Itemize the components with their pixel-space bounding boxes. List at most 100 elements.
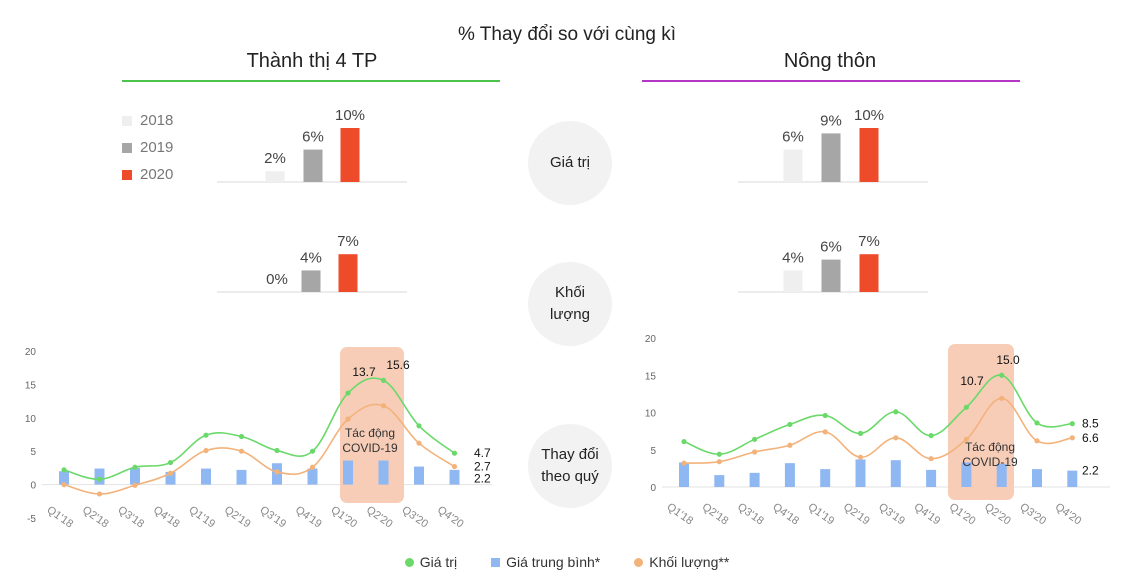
avg-price-bar-rural-6 xyxy=(890,460,901,487)
value-line-point-urban-1 xyxy=(96,476,103,482)
volume-line-point-urban-10 xyxy=(416,440,422,446)
peak-label-b-urban: 15.6 xyxy=(386,358,410,372)
avg-price-bar-urban-5 xyxy=(236,469,247,485)
xtick-rural-3: Q4'18 xyxy=(770,501,801,527)
ytick-urban-10: 10 xyxy=(25,414,37,425)
value-line-point-urban-3 xyxy=(167,459,174,466)
volume-line-point-urban-5 xyxy=(238,448,245,454)
covid-label-1-rural: Tác động xyxy=(965,440,1015,454)
end-label-value-urban: 4.7 xyxy=(474,446,491,460)
annual-bar-2-1 xyxy=(821,133,841,182)
volume-line-point-urban-6 xyxy=(274,469,280,475)
value-line-point-rural-2 xyxy=(752,436,758,442)
value-line-point-urban-8 xyxy=(345,390,351,396)
avg-price-bar-rural-3 xyxy=(784,463,795,487)
metric-label-quarterly-2: theo quý xyxy=(541,468,599,485)
volume-line-point-rural-7 xyxy=(928,456,934,462)
legend-swatch-2019 xyxy=(122,142,132,153)
value-line-point-urban-11 xyxy=(451,450,458,456)
xtick-urban-9: Q2'20 xyxy=(364,504,395,530)
avg-price-bar-rural-7 xyxy=(926,469,937,487)
metric-label-volume-1: Khối xyxy=(554,284,586,301)
avg-price-bar-rural-2 xyxy=(749,472,760,487)
legend-label-gia-trung-binh: Giá trung bình* xyxy=(506,554,601,570)
annual-bar-label-3-1: 6% xyxy=(820,239,842,256)
value-line-point-urban-6 xyxy=(274,447,280,454)
annual-bar-label-2-1: 9% xyxy=(820,112,842,129)
annual-bar-label-0-0: 2% xyxy=(264,150,286,167)
volume-line-point-rural-10 xyxy=(1034,438,1040,444)
xtick-urban-3: Q4'18 xyxy=(151,504,182,530)
value-line-point-rural-11 xyxy=(1069,421,1075,427)
ytick-urban-5: 5 xyxy=(30,447,36,458)
value-line-point-rural-3 xyxy=(787,421,793,428)
annual-bar-2-2 xyxy=(859,128,879,182)
annual-bar-label-0-1: 6% xyxy=(302,129,324,146)
main-title: % Thay đổi so với cùng kì xyxy=(457,24,677,45)
annual-bar-1-1 xyxy=(301,270,321,292)
legend-year-2020: 2020 xyxy=(122,166,173,183)
end-label-value-rural: 8.5 xyxy=(1082,417,1099,431)
avg-price-bar-rural-10 xyxy=(1032,469,1042,487)
annual-bar-3-2 xyxy=(859,254,879,292)
value-line-point-urban-5 xyxy=(238,433,245,440)
volume-line-point-rural-0 xyxy=(681,460,687,466)
avg-price-bar-urban-11 xyxy=(449,469,460,485)
xtick-urban-1: Q2'18 xyxy=(80,504,111,530)
value-line-point-rural-0 xyxy=(681,438,687,445)
value-line-point-urban-9 xyxy=(380,377,387,383)
legend-label-2019: 2019 xyxy=(140,139,174,156)
value-line-point-rural-8 xyxy=(963,404,970,410)
section-title-urban: Thành thị 4 TP xyxy=(246,50,378,72)
ytick-rural-10: 10 xyxy=(645,409,657,420)
volume-line-point-urban-11 xyxy=(451,463,458,470)
peak-label-a-rural: 10.7 xyxy=(960,374,984,388)
xtick-rural-7: Q4'19 xyxy=(912,501,943,527)
legend-swatch-khoi-luong xyxy=(634,557,644,567)
volume-line-point-rural-8 xyxy=(963,436,970,442)
legend-year-2019: 2019 xyxy=(122,139,173,156)
avg-price-bar-urban-8 xyxy=(343,460,353,485)
covid-label-2-rural: COVID-19 xyxy=(962,455,1018,469)
metric-label-volume-2: lượng xyxy=(550,306,590,323)
avg-price-bar-rural-0 xyxy=(679,462,689,487)
xtick-rural-0: Q1'18 xyxy=(665,501,696,527)
ytick-urban-15: 15 xyxy=(25,380,37,391)
annual-bar-0-0 xyxy=(265,171,285,182)
covid-band-rural xyxy=(948,344,1014,500)
legend-label-2020: 2020 xyxy=(140,166,174,183)
section-title-rural: Nông thôn xyxy=(783,50,877,72)
legend-label-khoi-luong: Khối lượng** xyxy=(649,554,730,570)
xtick-urban-8: Q1'20 xyxy=(329,504,360,530)
volume-line-point-rural-9 xyxy=(999,395,1005,401)
xtick-urban-10: Q3'20 xyxy=(400,504,431,530)
legend-label-2018: 2018 xyxy=(140,112,174,129)
value-line-point-rural-4 xyxy=(822,412,828,419)
volume-line-point-urban-1 xyxy=(96,491,103,497)
volume-line-point-urban-3 xyxy=(167,470,174,476)
xtick-rural-9: Q2'20 xyxy=(982,501,1013,527)
volume-line-point-urban-8 xyxy=(345,416,351,422)
legend-item-khoi-luong: Khối lượng** xyxy=(634,554,729,570)
annual-bar-1-2 xyxy=(338,254,358,292)
xtick-rural-1: Q2'18 xyxy=(700,501,731,527)
avg-price-bar-urban-0 xyxy=(59,471,69,485)
avg-price-bar-urban-4 xyxy=(201,468,211,485)
annual-bar-label-0-2: 10% xyxy=(335,107,365,124)
ytick-urban-0: 0 xyxy=(30,481,36,492)
annual-bar-label-1-0: 0% xyxy=(266,271,288,288)
annual-bar-2-0 xyxy=(783,149,803,182)
volume-line-point-rural-6 xyxy=(893,435,899,441)
xtick-rural-11: Q4'20 xyxy=(1053,501,1084,527)
annual-bar-3-1 xyxy=(821,259,841,292)
volume-line-point-rural-4 xyxy=(822,429,828,435)
value-line-point-rural-10 xyxy=(1034,420,1040,426)
avg-price-bar-rural-8 xyxy=(961,462,972,487)
annual-bar-3-0 xyxy=(783,270,803,292)
covid-label-1-urban: Tác động xyxy=(345,426,395,440)
legend-swatch-2020 xyxy=(122,169,132,180)
ytick-urban--5: -5 xyxy=(27,514,36,525)
bottom-legend: Giá trị Giá trung bình* Khối lượng** xyxy=(0,554,1134,570)
annual-bar-label-3-2: 7% xyxy=(858,233,880,250)
ytick-rural-20: 20 xyxy=(645,334,657,345)
